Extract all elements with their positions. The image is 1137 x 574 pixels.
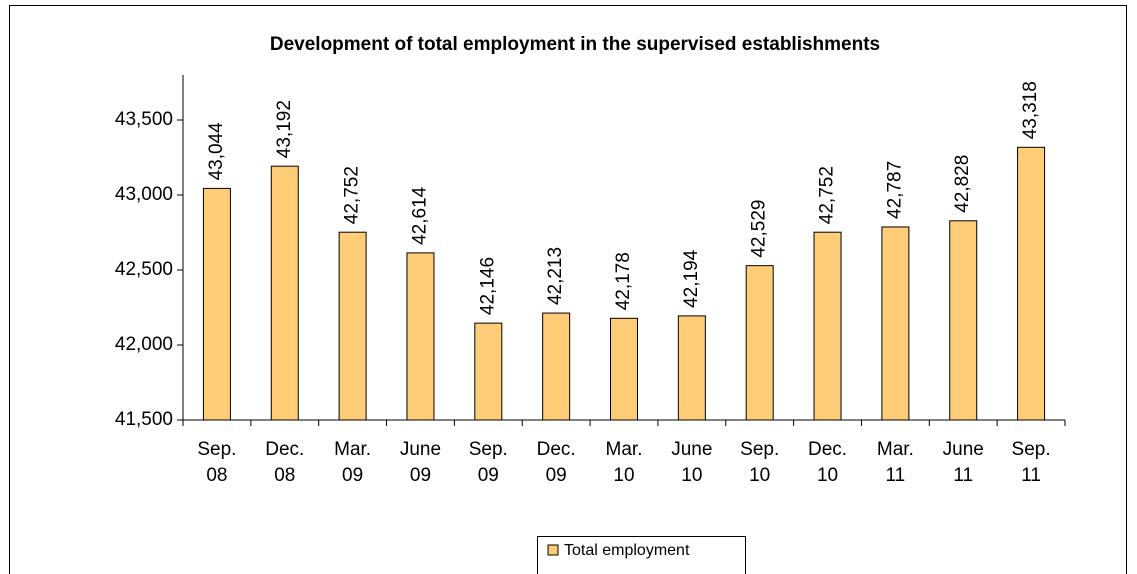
data-label: 42,752 (342, 166, 363, 224)
data-label: 42,752 (817, 166, 838, 224)
x-tick-label: Sep. 08 (197, 439, 236, 486)
data-label: 42,178 (613, 252, 634, 310)
bar (677, 315, 706, 421)
x-tick-label: Mar. 10 (606, 439, 643, 486)
bar (813, 231, 842, 421)
x-tick-label: Dec. 08 (265, 439, 304, 486)
x-tick-label: June 10 (671, 439, 712, 486)
bar (542, 312, 571, 421)
legend-box (537, 536, 746, 574)
data-label: 43,192 (274, 100, 295, 158)
x-tick-label: Mar. 09 (334, 439, 371, 486)
x-tick-label: Dec. 10 (808, 439, 847, 486)
x-tick-label: Sep. 11 (1012, 439, 1051, 486)
data-label: 42,787 (884, 161, 905, 219)
y-tick-label: 42,000 (115, 334, 173, 355)
data-label: 43,044 (206, 122, 227, 181)
bar (610, 317, 638, 421)
y-tick-label: 43,500 (115, 109, 173, 130)
x-tick-label: Sep. 10 (740, 439, 779, 486)
y-tick-label: 41,500 (115, 409, 173, 430)
data-label: 42,828 (952, 155, 973, 213)
legend-text: Total employment (564, 542, 690, 559)
data-label: 42,146 (477, 257, 498, 315)
x-tick-label: Dec. 09 (537, 439, 576, 486)
data-label: 42,614 (409, 186, 430, 245)
bar (202, 187, 231, 421)
bar (881, 226, 910, 421)
x-tick-label: June 11 (943, 439, 984, 486)
data-label: 42,213 (545, 247, 566, 305)
x-tick-label: Sep. 09 (469, 439, 508, 486)
chart-title: Development of total employment in the s… (270, 34, 880, 55)
bar (745, 265, 774, 421)
bar (1017, 146, 1046, 421)
bar (338, 231, 367, 421)
bar (406, 252, 435, 421)
y-tick-label: 42,500 (115, 259, 173, 280)
legend-swatch (547, 544, 559, 556)
data-label: 42,529 (749, 200, 770, 258)
x-tick-label: June 09 (400, 439, 441, 486)
y-tick-label: 43,000 (115, 184, 173, 205)
data-label: 43,318 (1020, 81, 1041, 139)
x-tick-label: Mar. 11 (877, 439, 914, 486)
chart-frame (9, 5, 1127, 574)
bar (949, 220, 978, 421)
bar (270, 165, 299, 421)
bar (474, 322, 503, 421)
data-label: 42,194 (681, 249, 702, 308)
